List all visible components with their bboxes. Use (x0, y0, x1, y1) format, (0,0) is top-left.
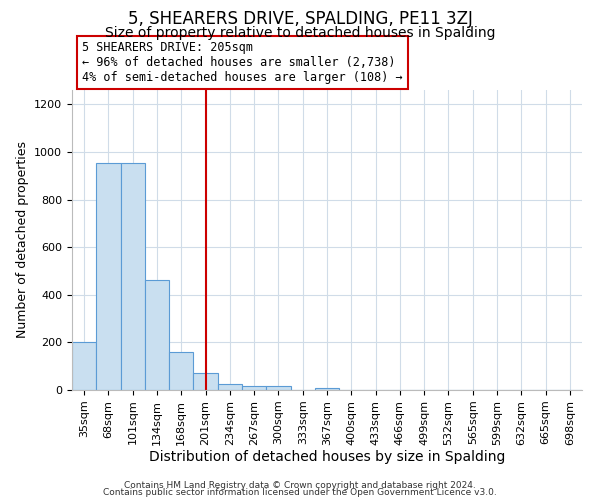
Bar (169, 352, 193, 390)
Text: Contains public sector information licensed under the Open Government Licence v3: Contains public sector information licen… (103, 488, 497, 497)
Bar (145, 280, 169, 390)
Bar (266, 386, 290, 390)
Bar (96, 162, 121, 390)
Bar (242, 386, 266, 390)
Text: Contains HM Land Registry data © Crown copyright and database right 2024.: Contains HM Land Registry data © Crown c… (124, 480, 476, 490)
Bar (315, 388, 339, 390)
Bar (218, 384, 242, 390)
Text: 5 SHEARERS DRIVE: 205sqm
← 96% of detached houses are smaller (2,738)
4% of semi: 5 SHEARERS DRIVE: 205sqm ← 96% of detach… (82, 41, 403, 84)
Bar (193, 374, 218, 390)
Text: 5, SHEARERS DRIVE, SPALDING, PE11 3ZJ: 5, SHEARERS DRIVE, SPALDING, PE11 3ZJ (128, 10, 472, 28)
Y-axis label: Number of detached properties: Number of detached properties (16, 142, 29, 338)
Bar (72, 342, 96, 390)
Bar (121, 162, 145, 390)
X-axis label: Distribution of detached houses by size in Spalding: Distribution of detached houses by size … (149, 450, 505, 464)
Text: Size of property relative to detached houses in Spalding: Size of property relative to detached ho… (105, 26, 495, 40)
